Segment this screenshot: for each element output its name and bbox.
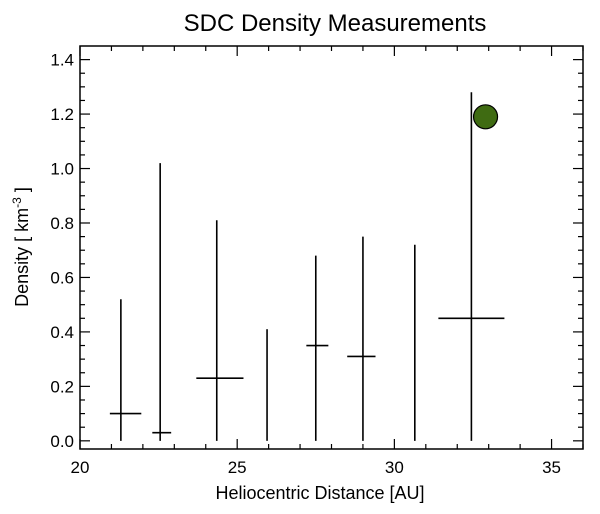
highlight-marker xyxy=(472,104,499,130)
y-axis-label-exponent: -3 xyxy=(10,197,24,208)
measurement-point xyxy=(438,92,505,441)
measurement-point xyxy=(109,299,142,441)
x-tick-label: 25 xyxy=(228,458,247,477)
plot-axes xyxy=(79,45,584,450)
y-axis-ticks: 0.0 0.2 0.4 0.6 0.8 1.0 1.2 1.4 xyxy=(50,51,583,451)
measurement-point xyxy=(152,163,172,441)
data-marks xyxy=(109,92,505,441)
measurement-point xyxy=(196,220,244,441)
x-tick-label: 30 xyxy=(385,458,404,477)
x-axis-ticks: 20 25 30 35 xyxy=(71,46,584,477)
x-axis-label: Heliocentric Distance [AU] xyxy=(215,483,424,503)
y-tick-label: 0.4 xyxy=(50,323,74,342)
measurement-point xyxy=(306,255,329,441)
y-axis-label-prefix: Density [ km xyxy=(12,208,32,307)
x-tick-label: 20 xyxy=(71,458,90,477)
y-axis-label-suffix: ] xyxy=(12,187,32,197)
y-tick-label: 0.6 xyxy=(50,268,74,287)
plot-frame xyxy=(79,45,584,450)
y-axis-label: Density [ km-3 ] xyxy=(10,187,32,307)
y-tick-label: 1.0 xyxy=(50,160,74,179)
y-tick-label: 0.2 xyxy=(50,377,74,396)
y-tick-label: 1.2 xyxy=(50,105,74,124)
y-tick-label: 0.8 xyxy=(50,214,74,233)
measurement-point xyxy=(347,236,376,441)
chart-title: SDC Density Measurements xyxy=(184,10,487,37)
x-tick-label: 35 xyxy=(542,458,561,477)
y-tick-label: 0.0 xyxy=(50,432,74,451)
y-tick-label: 1.4 xyxy=(50,51,74,70)
